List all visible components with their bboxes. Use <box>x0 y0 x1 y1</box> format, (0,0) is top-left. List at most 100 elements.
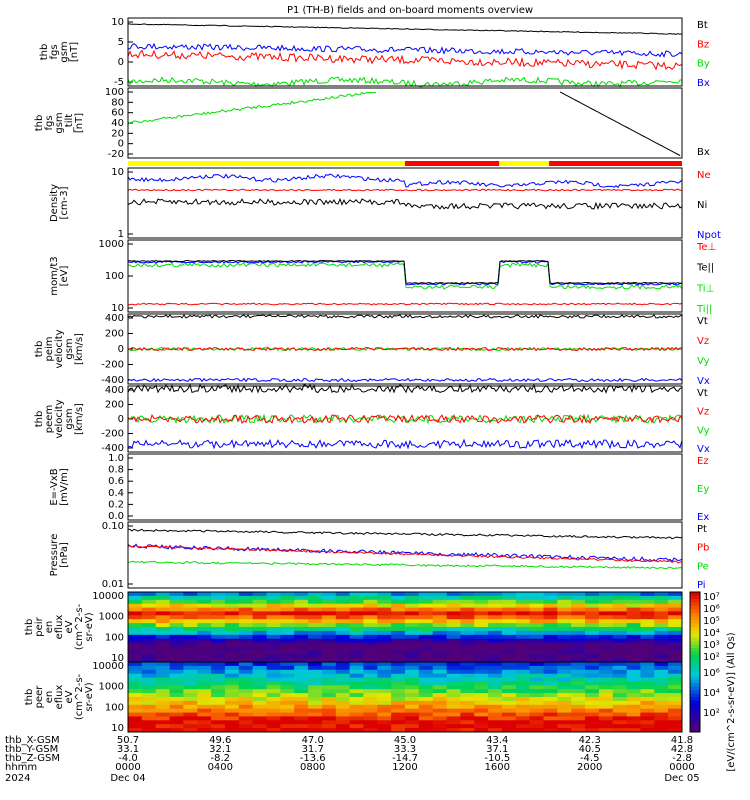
spectrogram-cell <box>141 724 157 729</box>
ylabel-line: thb <box>34 411 45 428</box>
spectrogram-cell <box>529 673 544 679</box>
spectrogram-cell <box>335 638 351 644</box>
spectrogram-cell <box>391 630 406 636</box>
spectrogram-cell <box>169 708 184 714</box>
spectrogram-cell <box>571 662 586 667</box>
spectrogram-cell <box>640 662 655 667</box>
spectrogram-cell <box>446 611 461 616</box>
spectrogram-cell <box>626 592 641 597</box>
legend-vx: Vx <box>697 376 710 387</box>
spectrogram-cell <box>183 623 198 628</box>
spectrogram-cell <box>211 650 226 655</box>
spectrogram-cell <box>238 623 254 628</box>
spectrogram-cell <box>612 681 628 686</box>
spectrogram-cell <box>335 658 351 663</box>
spectrogram-cell <box>418 685 434 690</box>
series-vx <box>127 438 683 450</box>
spectrogram-cell <box>529 704 544 710</box>
spectrogram-cell <box>183 677 198 682</box>
spectrogram-cell <box>460 658 475 663</box>
spectrogram-cell <box>294 708 309 714</box>
spectrogram-cell <box>529 677 544 682</box>
spectrogram-cell <box>585 689 600 694</box>
spectrogram-cell <box>654 693 669 698</box>
spectrogram-cell <box>626 716 641 721</box>
spectrogram-cell <box>197 642 212 647</box>
spectrogram-cell <box>183 599 198 605</box>
spectrogram-cell <box>501 658 517 663</box>
spectrogram-cell <box>169 724 184 729</box>
spectrogram-cell <box>612 724 628 729</box>
spectrogram-cell <box>155 627 170 632</box>
spectrogram-cell <box>169 700 184 706</box>
spectrogram-cell <box>391 716 406 721</box>
spectrogram-cell <box>252 638 267 644</box>
spectrogram-cell <box>321 592 337 597</box>
spectrogram-cell <box>571 634 586 640</box>
spectrogram-cell <box>335 650 351 655</box>
spectrogram-cell <box>418 704 434 710</box>
spectrogram-cell <box>224 615 240 620</box>
spectrogram-cell <box>585 704 600 710</box>
x-axis-year: 2024 <box>5 773 30 784</box>
spectrogram-cell <box>543 634 558 640</box>
colorbar-tick: 10⁴ <box>703 688 720 699</box>
spectrogram-cell <box>169 669 184 675</box>
spectrogram-cell <box>557 665 572 671</box>
ylabel-line: thb <box>39 44 50 61</box>
spectrogram-cell <box>169 607 184 612</box>
spectrogram-cell <box>668 697 683 702</box>
spectrogram-cell <box>141 654 157 659</box>
spectrogram-cell <box>654 615 669 620</box>
x-axis-value: 49.6 <box>209 735 231 746</box>
spectrogram-cell <box>155 662 170 667</box>
spectrogram-cell <box>169 665 184 671</box>
spectrogram-cell <box>294 646 309 651</box>
spectrogram-cell <box>626 638 641 644</box>
spectrogram-cell <box>238 599 254 605</box>
spectrogram-cell <box>128 728 143 733</box>
y-tick-label: 60 <box>111 108 124 119</box>
spectrogram-cell <box>377 603 392 609</box>
colorbar-cell <box>690 676 700 680</box>
colorbar-cell <box>690 630 700 635</box>
spectrogram-cell <box>266 720 281 725</box>
spectrogram-cell <box>488 700 503 706</box>
colorbar-cell <box>690 602 700 607</box>
spectrogram-cell <box>224 599 240 605</box>
spectrogram-cell <box>405 607 420 612</box>
spectrogram-cell <box>571 681 586 686</box>
x-axis-value: -4.0 <box>118 753 138 764</box>
spectrogram-cell <box>238 654 254 659</box>
colorbar-cell <box>690 718 700 722</box>
spectrogram-cell <box>377 681 392 686</box>
spectrogram-cell <box>294 665 309 671</box>
spectrogram-cell <box>501 724 517 729</box>
spectrogram-cell <box>294 685 309 690</box>
spectrogram-cell <box>529 665 544 671</box>
spectrogram-cell <box>501 619 517 624</box>
spectrogram-cell <box>460 697 475 702</box>
spectrogram-cell <box>280 662 295 667</box>
spectrogram-cell <box>474 708 489 714</box>
spectrogram-cell <box>598 654 614 659</box>
spectrogram-cell <box>377 693 392 698</box>
spectrogram-cell <box>474 693 489 698</box>
spectrogram-cell <box>418 623 434 628</box>
spectrogram-cell <box>280 724 295 729</box>
spectrogram-cell <box>155 677 170 682</box>
spectrogram-cell <box>238 627 254 632</box>
spectrogram-cell <box>529 724 544 729</box>
spectrogram-cell <box>474 658 489 663</box>
spectrogram-cell <box>446 619 461 624</box>
spectrogram-cell <box>405 700 420 706</box>
spectrogram-cell <box>294 700 309 706</box>
plot-title: P1 (TH-B) fields and on-board moments ov… <box>287 5 533 16</box>
spectrogram-cell <box>128 720 143 725</box>
spectrogram-cell <box>363 611 378 616</box>
spectrogram-cell <box>529 654 544 659</box>
spectrogram-cell <box>446 716 461 721</box>
spectrogram-cell <box>598 689 614 694</box>
spectrogram-cell <box>141 615 157 620</box>
spectrogram-cell <box>432 681 447 686</box>
